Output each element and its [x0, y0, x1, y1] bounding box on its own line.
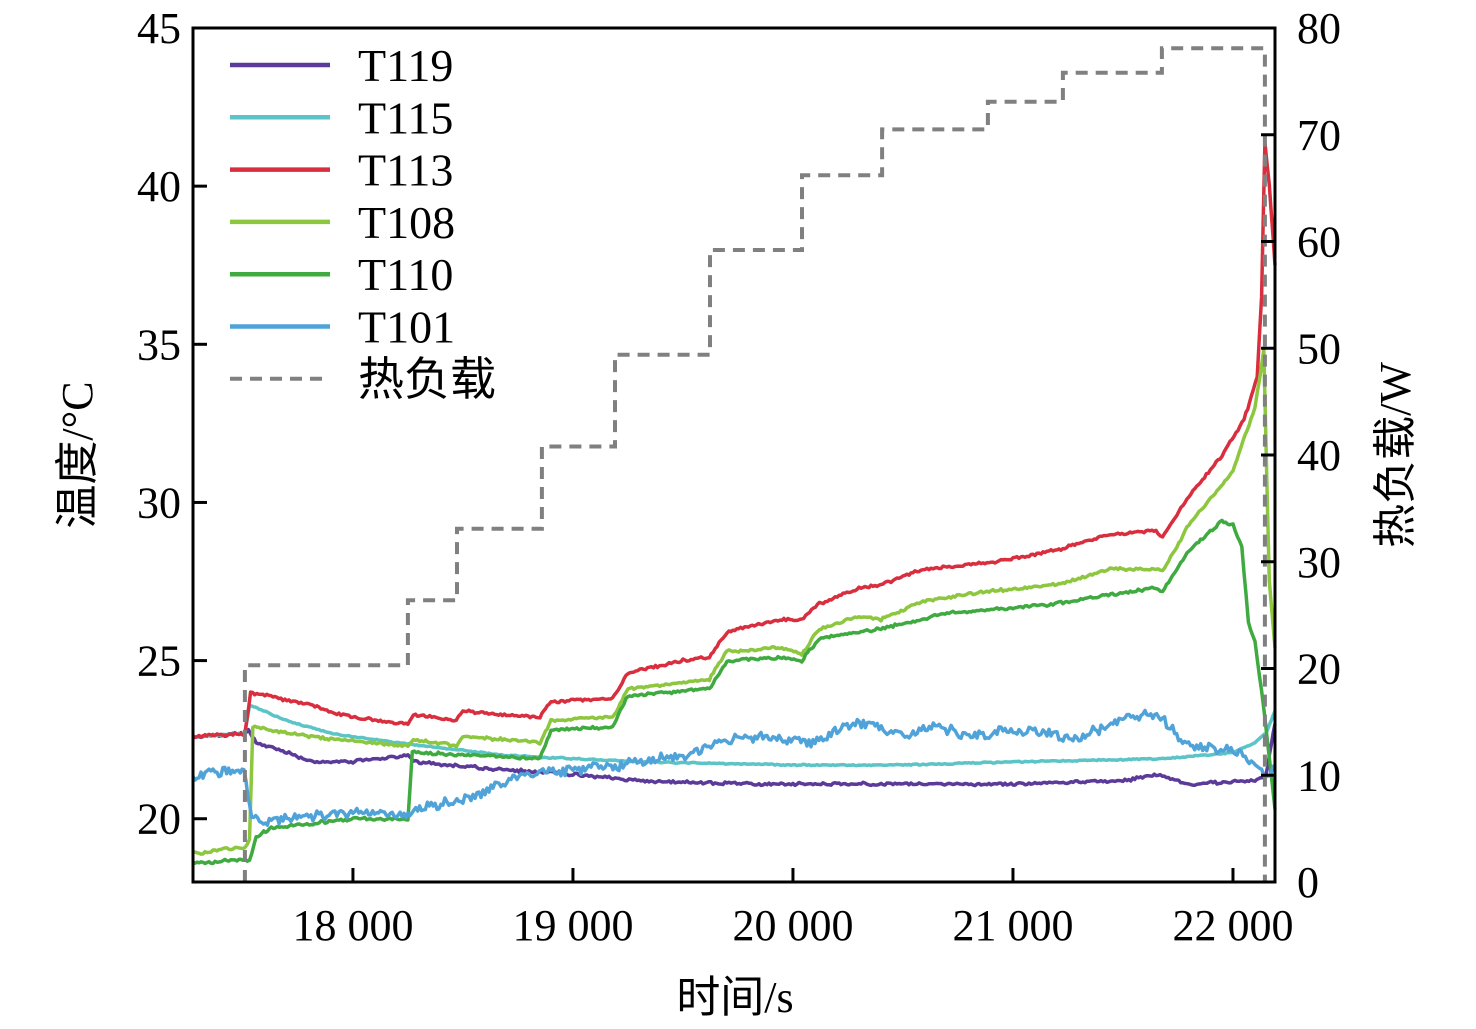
legend-label: T108 [358, 197, 455, 248]
y-axis-title: 温度/°C [53, 381, 102, 528]
y-tick-label: 25 [137, 637, 181, 686]
y2-axis-title: 热负载/W [1371, 362, 1420, 548]
plot-frame [191, 26, 1277, 884]
y-tick-label: 45 [137, 4, 181, 53]
y2-tick-label: 50 [1297, 324, 1341, 373]
y2-tick-label: 20 [1297, 645, 1341, 694]
ticks-layer: 20 25 30 35 40 45 0 10 20 30 40 50 60 70 80 18 000 19 00… [137, 4, 1341, 950]
series-layer [191, 46, 1277, 882]
x-tick-label: 19 000 [512, 901, 633, 950]
legend-label: T113 [358, 145, 453, 196]
series-line-t119 [191, 723, 1277, 788]
legend-label: T115 [358, 92, 453, 143]
x-tick-label: 18 000 [292, 901, 413, 950]
y2-tick-label: 80 [1297, 4, 1341, 53]
series-line-t115 [192, 703, 1277, 768]
series-line-t113 [192, 140, 1277, 740]
y2-tick-label: 60 [1297, 218, 1341, 267]
series-line-heat-load [242, 46, 1267, 882]
series-line-t101 [191, 708, 1277, 827]
legend-label: T119 [358, 40, 453, 91]
x-tick-label: 22 000 [1172, 901, 1293, 950]
legend-label: T101 [358, 302, 455, 353]
legend-label: T110 [358, 249, 453, 300]
y2-tick-label: 70 [1297, 111, 1341, 160]
y-tick-label: 35 [137, 320, 181, 369]
y-tick-label: 40 [137, 162, 181, 211]
y2-tick-label: 10 [1297, 751, 1341, 800]
series-line-t110 [192, 518, 1277, 866]
legend-label: 热负载 [358, 354, 496, 405]
y-tick-label: 20 [137, 795, 181, 844]
y2-tick-label: 0 [1297, 858, 1319, 907]
y-tick-label: 30 [137, 478, 181, 527]
x-tick-label: 20 000 [732, 901, 853, 950]
series-line-t108 [192, 347, 1277, 856]
x-axis-title: 时间/s [676, 973, 793, 1022]
y2-tick-label: 40 [1297, 431, 1341, 480]
x-tick-label: 21 000 [952, 901, 1073, 950]
y2-tick-label: 30 [1297, 538, 1341, 587]
